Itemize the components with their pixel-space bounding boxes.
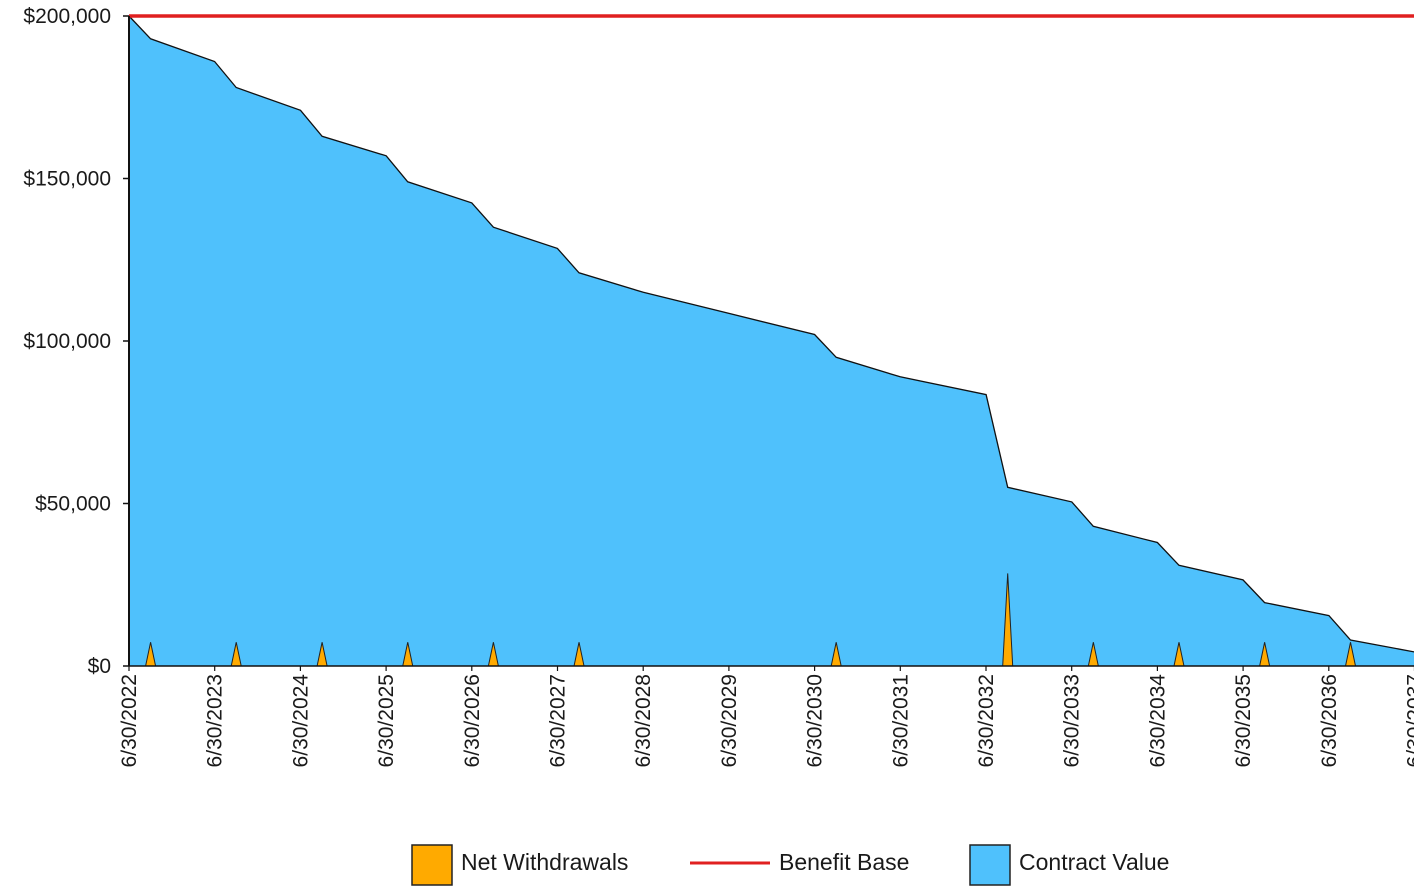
x-tick-label-6-30-2034: 6/30/2034 (1146, 674, 1169, 768)
x-tick-label-6-30-2033: 6/30/2033 (1061, 674, 1084, 767)
legend-label-benefit-base: Benefit Base (779, 849, 909, 875)
contract-value-area (129, 16, 1414, 666)
x-tick-label-6-30-2031: 6/30/2031 (889, 674, 912, 767)
x-tick-label-6-30-2024: 6/30/2024 (289, 674, 312, 768)
legend: Net Withdrawals Benefit Base Contract Va… (411, 844, 1169, 886)
x-tick-label-6-30-2022: 6/30/2022 (118, 674, 141, 767)
y-tick-label-150000: $150,000 (23, 168, 111, 191)
x-tick-label-6-30-2023: 6/30/2023 (204, 674, 227, 767)
x-tick-label-6-30-2027: 6/30/2027 (547, 674, 570, 767)
legend-label-net-withdrawals: Net Withdrawals (461, 849, 628, 875)
legend-swatch-net-withdrawals (411, 844, 453, 886)
x-tick-label-6-30-2029: 6/30/2029 (718, 674, 741, 767)
x-tick-label-6-30-2036: 6/30/2036 (1318, 674, 1341, 767)
x-tick-label-6-30-2030: 6/30/2030 (804, 674, 827, 767)
x-tick-label-6-30-2025: 6/30/2025 (375, 674, 398, 767)
legend-label-contract-value: Contract Value (1019, 849, 1169, 875)
x-tick-label-6-30-2032: 6/30/2032 (975, 674, 998, 767)
x-tick-label-6-30-2035: 6/30/2035 (1232, 674, 1255, 767)
x-axis: 6/30/2022 6/30/2023 6/30/2024 6/30/2025 6/30… (118, 665, 1414, 768)
y-tick-label-0: $0 (88, 655, 111, 678)
plot-area (128, 14, 1414, 667)
y-tick-label-50000: $50,000 (35, 493, 111, 516)
y-tick-label-200000: $200,000 (23, 5, 111, 28)
legend-swatch-contract-value (969, 844, 1011, 886)
contract-value-line (128, 15, 1414, 653)
x-tick-label-6-30-2028: 6/30/2028 (632, 674, 655, 767)
y-tick-label-100000: $100,000 (23, 330, 111, 353)
x-tick-label-6-30-2026: 6/30/2026 (461, 674, 484, 767)
x-tick-label-6-30-2037: 6/30/2037 (1404, 674, 1414, 767)
y-axis: $0 $50,000 $100,000 $150,000 $200,000 (23, 5, 130, 678)
